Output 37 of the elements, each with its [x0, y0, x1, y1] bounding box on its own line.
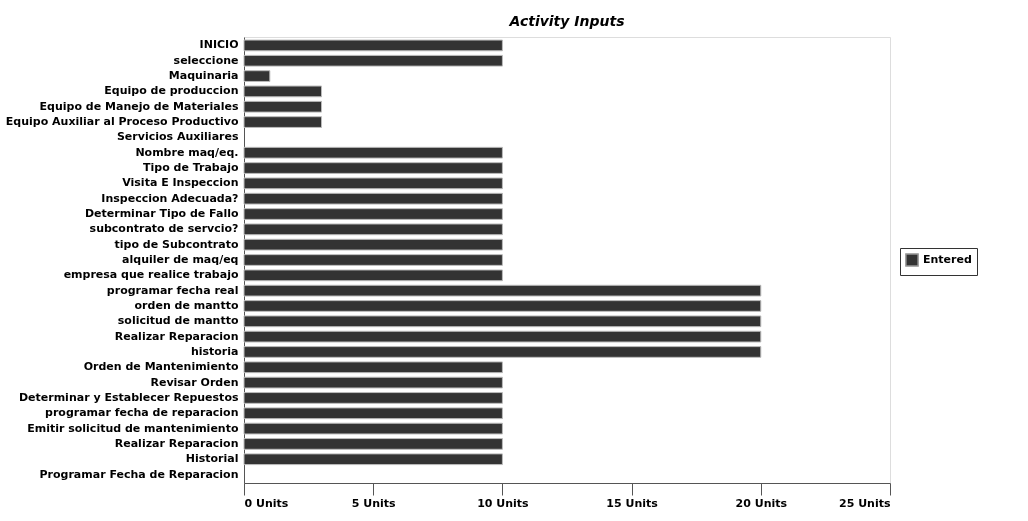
y-tick-label: Nombre maq/eq. — [135, 145, 239, 159]
y-tick-label: orden de mantto — [134, 298, 239, 312]
y-tick-label: Emitir solicitud de mantenimiento — [27, 421, 239, 435]
y-tick-label: solicitud de mantto — [117, 314, 239, 328]
y-tick-label: Determinar y Establecer Repuestos — [18, 390, 239, 404]
x-tick-label: 25 Units — [839, 496, 891, 510]
y-tick-label: Maquinaria — [168, 69, 239, 83]
y-tick-label: Inspeccion Adecuada? — [101, 191, 239, 205]
y-tick-label: INICIO — [199, 38, 239, 52]
x-tick-label: 20 Units — [735, 496, 788, 510]
y-tick-label: Tipo de Trabajo — [143, 161, 239, 175]
x-tick-label: 15 Units — [606, 496, 659, 510]
y-tick-label: Equipo Auxiliar al Proceso Productivo — [5, 115, 239, 129]
y-tick-label: subcontrato de servcio? — [89, 222, 239, 236]
y-tick-label: Equipo de Manejo de Materiales — [39, 99, 239, 113]
y-tick-label: historia — [190, 344, 239, 358]
y-tick-label: Equipo de produccion — [104, 84, 239, 98]
y-tick-label: programar fecha de reparacion — [45, 406, 239, 420]
y-tick-label: tipo de Subcontrato — [114, 237, 239, 251]
y-tick-label: Servicios Auxiliares — [116, 130, 239, 144]
y-tick-label: Realizar Reparacion — [114, 329, 239, 343]
y-tick-label: Visita E Inspeccion — [122, 176, 239, 190]
y-tick-label: empresa que realice trabajo — [63, 268, 239, 282]
y-tick-label: Determinar Tipo de Fallo — [84, 207, 239, 221]
y-tick-label: alquiler de maq/eq — [122, 253, 239, 266]
chart-title: Activity Inputs — [508, 13, 625, 29]
y-tick-label: Orden de Mantenimiento — [83, 360, 239, 374]
x-tick-label: 5 Units — [351, 496, 397, 510]
y-tick-label: Realizar Reparacion — [114, 436, 239, 450]
y-tick-label: Revisar Orden — [150, 375, 239, 389]
x-tick-label: 0 Units — [244, 496, 289, 510]
x-tick-label: 10 Units — [477, 496, 530, 510]
y-tick-label: Historial — [185, 452, 239, 466]
y-tick-label: seleccione — [173, 53, 239, 67]
y-tick-label: programar fecha real — [106, 283, 239, 297]
legend-label: Entered — [923, 253, 972, 266]
y-tick-label: Programar Fecha de Reparacion — [39, 467, 239, 481]
